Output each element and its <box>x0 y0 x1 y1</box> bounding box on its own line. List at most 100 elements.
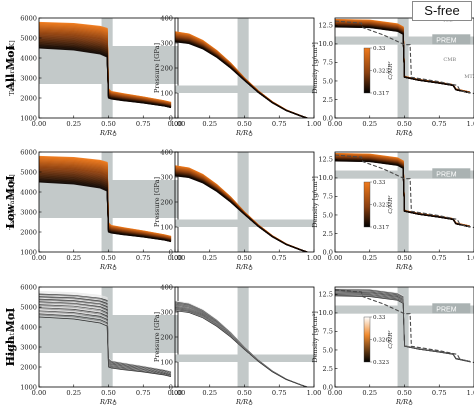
y-tick-label: 4000 <box>20 54 37 62</box>
x-tick-label: 0.25 <box>362 254 377 262</box>
y-tick-label: 12.5 <box>318 22 333 30</box>
panel-low-pressure: 0.00 0.25 0.50 0.75 1.000100200300400R/R♁Pre… <box>153 148 321 271</box>
x-tick-label: 0.75 <box>272 254 287 262</box>
x-tick-label: 1.00 <box>307 120 322 128</box>
curve-bundle <box>335 18 470 94</box>
constraint-band <box>335 170 474 179</box>
x-tick-label: 0.75 <box>432 389 447 397</box>
prem-label-bg <box>432 34 471 45</box>
x-tick-label: 0.50 <box>237 120 252 128</box>
y-tick-label: 1000 <box>20 248 37 256</box>
prem-label-bg <box>432 168 471 179</box>
x-tick-label: 0.75 <box>272 120 287 128</box>
prem-curve <box>334 20 474 95</box>
constraint-band <box>335 305 474 314</box>
y-tick-label: 0 <box>169 248 173 256</box>
y-tick-label: 5000 <box>20 168 37 176</box>
curve-bundle <box>335 152 470 228</box>
y-tick-label: 10.0 <box>318 40 333 48</box>
y-tick-label: 100 <box>160 89 173 97</box>
colorbar-tick-label: 0.323 <box>373 360 389 366</box>
y-tick-label: 3000 <box>20 343 37 351</box>
panel-grid: 0.00 0.25 0.50 0.75 1.0010002000300040005000… <box>8 14 474 406</box>
x-tick-label: 0.00 <box>168 120 183 128</box>
prem-label: PREM <box>436 306 456 313</box>
colorbar-tick-label: 0.33 <box>373 46 386 52</box>
curve-bundle <box>39 291 172 377</box>
y-tick-label: 0.0 <box>323 383 334 391</box>
x-axis-label: R/R♁ <box>395 129 413 137</box>
row-labels: All MoI Low MoI High MoI <box>4 45 17 366</box>
y-tick-label: 300 <box>160 173 173 181</box>
y-tick-label: 3000 <box>20 74 37 82</box>
x-axis-label: R/R♁ <box>235 398 253 406</box>
x-tick-label: 0.25 <box>66 120 81 128</box>
y-tick-label: 2.5 <box>323 365 334 373</box>
panel-high-pressure: 0.00 0.25 0.50 0.75 1.000100200300400R/R♁Pre… <box>153 283 321 406</box>
x-tick-label: 0.75 <box>136 389 151 397</box>
y-tick-label: 300 <box>160 39 173 47</box>
y-tick-label: 100 <box>160 223 173 231</box>
constraint-band <box>175 85 314 93</box>
y-axis-label: Temperature [K] <box>8 40 16 95</box>
x-tick-label: 0.00 <box>328 389 343 397</box>
colorbar <box>363 181 371 228</box>
colorbar-label: C/MR² <box>387 330 394 349</box>
profile-curve-45 <box>335 160 470 228</box>
x-tick-label: 1.00 <box>467 120 474 128</box>
x-axis-label: R/R♁ <box>235 129 253 137</box>
y-tick-label: 7.5 <box>323 193 334 201</box>
y-tick-label: 4000 <box>20 323 37 331</box>
x-tick-label: 1.00 <box>467 254 474 262</box>
x-tick-label: 0.00 <box>328 120 343 128</box>
y-tick-label: 12.5 <box>318 291 333 299</box>
x-tick-label: 0.25 <box>202 389 217 397</box>
x-tick-label: 0.25 <box>362 389 377 397</box>
y-tick-label: 1000 <box>20 114 37 122</box>
core-mantle-band <box>397 152 409 252</box>
x-axis-label: R/R♁ <box>99 263 117 271</box>
prem-curve <box>334 289 474 364</box>
y-axis-label: Density [g/cm³] <box>311 42 319 94</box>
colorbar-tick-label: 0.323 <box>373 203 389 209</box>
profile-curve-45 <box>39 181 172 243</box>
colorbar-tick-label: 0.33 <box>373 180 386 186</box>
core-mantle-band <box>237 152 249 252</box>
x-tick-label: 0.50 <box>397 389 412 397</box>
x-axis-label: R/R♁ <box>99 129 117 137</box>
x-axis-label: R/R♁ <box>395 263 413 271</box>
x-tick-label: 0.50 <box>101 120 116 128</box>
x-tick-label: 0.75 <box>432 120 447 128</box>
panel-high-density: PREM 0.33 0.326 0.323 C/MR² 0.00 0.25 0.50 0.75 1… <box>311 286 474 406</box>
x-tick-label: 0.75 <box>136 254 151 262</box>
x-tick-label: 0.00 <box>328 254 343 262</box>
colorbar <box>363 316 371 363</box>
x-axis-label: R/R♁ <box>235 263 253 271</box>
y-tick-label: 10.0 <box>318 309 333 317</box>
y-axis-label: Pressure [GPa] <box>153 312 161 362</box>
x-tick-label: 0.50 <box>237 254 252 262</box>
profile-curve-45 <box>335 26 470 94</box>
annotation-cmb: CMB <box>443 57 456 63</box>
x-tick-label: 0.00 <box>32 254 47 262</box>
y-axis-label: Pressure [GPa] <box>153 43 161 93</box>
x-tick-label: 0.00 <box>32 120 47 128</box>
y-tick-label: 1000 <box>20 383 37 391</box>
y-tick-label: 2000 <box>20 94 37 102</box>
y-tick-label: 200 <box>160 198 173 206</box>
prem-curve <box>334 154 474 229</box>
annotation-mtz: MTZ <box>464 74 474 80</box>
prem-label: PREM <box>436 37 456 44</box>
y-axis-label: Temperature [K] <box>8 174 16 229</box>
core-mantle-band <box>237 18 249 118</box>
curve-bundle <box>335 288 470 363</box>
x-tick-label: 0.75 <box>432 254 447 262</box>
colorbar-tick-label: 0.317 <box>373 91 389 97</box>
x-tick-label: 1.00 <box>171 389 186 397</box>
x-tick-label: 0.50 <box>101 254 116 262</box>
x-tick-label: 0.75 <box>136 120 151 128</box>
core-mantle-band <box>397 18 409 118</box>
y-tick-label: 100 <box>160 358 173 366</box>
y-tick-label: 0.0 <box>323 248 334 256</box>
y-tick-label: 7.5 <box>323 328 334 336</box>
